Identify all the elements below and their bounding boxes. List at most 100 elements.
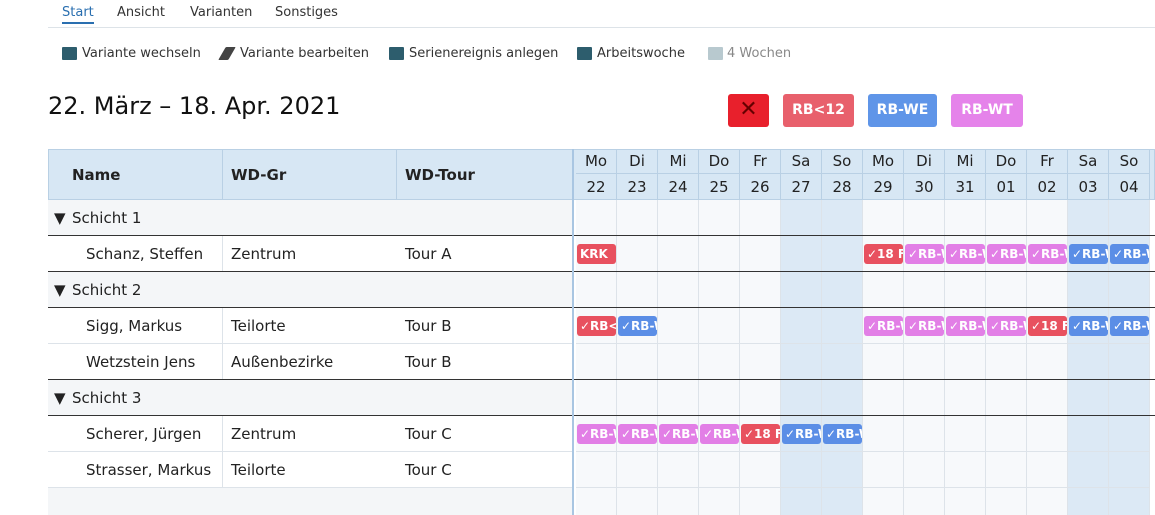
weekday-header: Mi <box>945 149 986 174</box>
weekday-header: Do <box>699 149 740 174</box>
cell: Strasser, Markus <box>48 452 223 488</box>
cell: Tour C <box>405 425 452 443</box>
shift-chip[interactable]: ✓RB-WE <box>1110 316 1149 336</box>
title: 22. März – 18. Apr. 2021 <box>48 92 341 120</box>
date-header: 24 <box>658 174 699 200</box>
weekday-header: Di <box>617 149 658 174</box>
shift-chip[interactable]: ✓RB-WT <box>987 244 1026 264</box>
column-header: WD-Gr <box>223 149 397 200</box>
group-label: Schicht 2 <box>72 281 142 299</box>
shift-chip[interactable]: ✓RB-WE <box>823 424 862 444</box>
group-label: Schicht 3 <box>72 389 142 407</box>
toolbar-button[interactable]: 4 Wochen <box>727 46 792 61</box>
icon <box>708 47 723 60</box>
shift-chip[interactable]: ✓RB-WT <box>987 316 1026 336</box>
shift-chip[interactable]: ✓RB-WE <box>1069 316 1108 336</box>
weekday-header: Fr <box>740 149 781 174</box>
shift-chip[interactable]: ✓RB-WE <box>618 316 657 336</box>
shift-chip[interactable]: ✓RB-WE <box>1069 244 1108 264</box>
tab[interactable]: Sonstiges <box>275 5 338 20</box>
group-row <box>48 200 573 236</box>
filter-button[interactable]: RB-WE <box>868 94 937 127</box>
weekday-header: Sa <box>1068 149 1109 174</box>
row-border <box>48 415 1155 416</box>
group-row <box>48 272 573 308</box>
date-header: 28 <box>822 174 863 200</box>
shift-chip[interactable]: ✓RB-WT <box>577 424 616 444</box>
shift-chip[interactable]: ✓RB-WE <box>1110 244 1149 264</box>
cell: Wetzstein Jens <box>48 344 223 380</box>
filter-button[interactable]: RB-WT <box>951 94 1023 127</box>
icon <box>218 47 236 60</box>
date-header: 25 <box>699 174 740 200</box>
shift-chip[interactable]: ✓18 F <box>1028 316 1067 336</box>
cell: Schanz, Steffen <box>48 236 223 272</box>
shift-chip[interactable]: ✓RB-WT <box>946 316 985 336</box>
shift-chip[interactable]: ✓RB-WT <box>905 244 944 264</box>
cell: Zentrum <box>231 425 297 443</box>
row-grid <box>576 451 1150 452</box>
icon <box>389 47 404 60</box>
date-header: 22 <box>576 174 617 200</box>
shift-chip[interactable]: ✓RB<12 <box>577 316 616 336</box>
group-label: ▼ <box>54 389 66 407</box>
pane-divider <box>572 149 574 515</box>
shift-chip[interactable]: KRK <box>577 244 616 264</box>
clear-filter-button[interactable]: ✕ <box>728 94 769 127</box>
row <box>48 344 573 380</box>
cell: Zentrum <box>231 245 297 263</box>
group-label: ▼ <box>54 209 66 227</box>
row-border <box>48 271 1155 272</box>
date-header: 04 <box>1109 174 1150 200</box>
day-column <box>658 200 699 515</box>
row-grid <box>576 487 1150 488</box>
weekday-header: Do <box>986 149 1027 174</box>
date-header: 03 <box>1068 174 1109 200</box>
date-header: 29 <box>863 174 904 200</box>
row-border <box>48 235 1155 236</box>
column-header: WD-Tour <box>397 149 573 200</box>
shift-chip[interactable]: ✓RB-WT <box>659 424 698 444</box>
shift-chip[interactable]: ✓18 F <box>864 244 903 264</box>
icon <box>62 47 77 60</box>
weekday-header: Mo <box>576 149 617 174</box>
shift-chip[interactable]: ✓RB-WT <box>618 424 657 444</box>
weekday-header: Mo <box>863 149 904 174</box>
cell: Teilorte <box>231 461 286 479</box>
toolbar-button[interactable]: Variante wechseln <box>82 46 201 61</box>
row <box>48 416 573 452</box>
shift-chip[interactable]: ✓RB-WT <box>864 316 903 336</box>
icon <box>577 47 592 60</box>
shift-chip[interactable]: ✓RB-WT <box>946 244 985 264</box>
cell: Tour B <box>405 353 452 371</box>
weekday-header: Mi <box>658 149 699 174</box>
row <box>48 452 573 488</box>
row <box>48 308 573 344</box>
shift-chip[interactable]: ✓18 F <box>741 424 780 444</box>
column-header: Name <box>48 149 223 200</box>
shift-chip[interactable]: ✓RB-WT <box>1028 244 1067 264</box>
toolbar-button[interactable]: Variante bearbeiten <box>240 46 369 61</box>
cell: Tour A <box>405 245 452 263</box>
weekday-header: Di <box>904 149 945 174</box>
group-label: ▼ <box>54 281 66 299</box>
shift-chip[interactable]: ✓RB-WE <box>782 424 821 444</box>
filter-button[interactable]: RB<12 <box>783 94 854 127</box>
tab[interactable]: Ansicht <box>117 5 166 20</box>
cell: Sigg, Markus <box>48 308 223 344</box>
shift-chip[interactable]: ✓RB-WT <box>700 424 739 444</box>
tab[interactable]: Varianten <box>190 5 253 20</box>
toolbar-button[interactable]: Arbeitswoche <box>597 46 685 61</box>
cell: Außenbezirke <box>231 353 334 371</box>
row-grid <box>576 343 1150 344</box>
weekday-header: So <box>1109 149 1150 174</box>
shift-chip[interactable]: ✓RB-WT <box>905 316 944 336</box>
day-column <box>617 200 658 515</box>
group-row <box>48 380 573 416</box>
day-column <box>699 200 740 515</box>
tab[interactable]: Start <box>62 5 94 24</box>
day-column <box>781 200 822 515</box>
day-column <box>822 200 863 515</box>
toolbar-button[interactable]: Serienereignis anlegen <box>409 46 559 61</box>
